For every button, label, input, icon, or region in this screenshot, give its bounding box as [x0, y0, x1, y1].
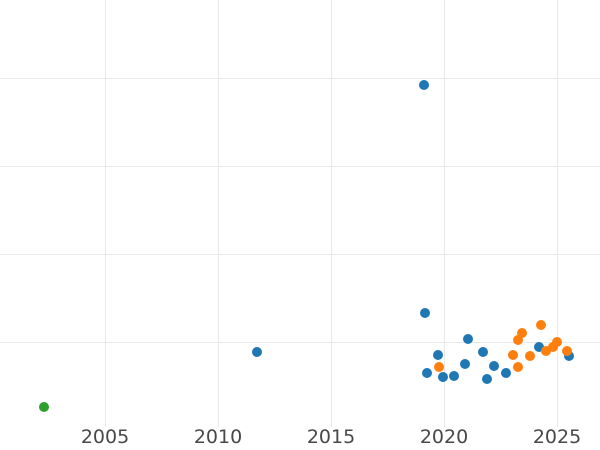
data-point-orange-series: [552, 337, 562, 347]
data-point-blue-series: [478, 347, 488, 357]
gridline-x-2015: [331, 0, 332, 427]
data-point-orange-series: [508, 350, 518, 360]
data-point-blue-series: [252, 347, 262, 357]
gridline-x-2010: [218, 0, 219, 427]
data-point-blue-series: [534, 342, 544, 352]
data-point-orange-series: [536, 320, 546, 330]
gridline-y-3: [0, 342, 600, 343]
data-point-blue-series: [422, 368, 432, 378]
x-tick-label-2020: 2020: [419, 426, 469, 448]
data-point-blue-series: [449, 371, 459, 381]
data-point-orange-series: [434, 362, 444, 372]
x-tick-label-2015: 2015: [306, 426, 356, 448]
data-point-orange-series: [525, 351, 535, 361]
data-point-blue-series: [489, 361, 499, 371]
data-point-blue-series: [433, 350, 443, 360]
x-tick-label-2005: 2005: [80, 426, 130, 448]
x-tick-label-2010: 2010: [193, 426, 243, 448]
gridline-x-2025: [557, 0, 558, 427]
gridline-y-0: [0, 78, 600, 79]
gridline-x-2020: [444, 0, 445, 427]
data-point-orange-series: [517, 328, 527, 338]
data-point-blue-series: [420, 308, 430, 318]
data-point-blue-series: [482, 374, 492, 384]
data-point-blue-series: [460, 359, 470, 369]
data-point-blue-series: [438, 372, 448, 382]
data-point-blue-series: [501, 368, 511, 378]
x-tick-label-2025: 2025: [532, 426, 582, 448]
gridline-y-2: [0, 254, 600, 255]
data-point-blue-series: [564, 351, 574, 361]
data-point-blue-series: [419, 80, 429, 90]
data-point-orange-series: [513, 362, 523, 372]
gridline-y-1: [0, 166, 600, 167]
data-point-orange-series: [541, 346, 551, 356]
data-point-blue-series: [463, 334, 473, 344]
data-point-orange-series: [548, 342, 558, 352]
data-point-orange-series: [562, 346, 572, 356]
data-point-orange-series: [513, 335, 523, 345]
data-point-green-series: [39, 402, 49, 412]
gridline-x-2005: [105, 0, 106, 427]
